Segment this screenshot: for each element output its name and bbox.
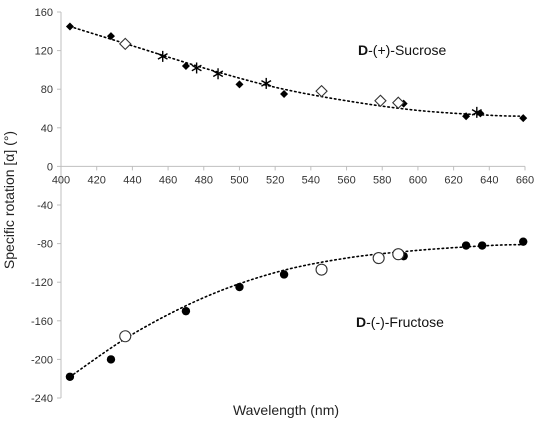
y-tick-label: -200 <box>31 354 53 366</box>
y-tick-label: -240 <box>31 393 53 405</box>
y-tick-label: 120 <box>35 46 53 58</box>
asterisk-stroke <box>212 70 224 78</box>
point-filled-circle <box>106 355 116 364</box>
point-open-diamond <box>374 94 387 108</box>
point-filled-diamond <box>106 32 115 41</box>
trendline-sucrose <box>69 25 526 118</box>
point-asterisk <box>212 68 224 80</box>
fructose-label: D-(-)-Fructose <box>356 314 444 330</box>
sucrose-label-text: -(+)-Sucrose <box>368 42 446 58</box>
x-tick-label: 560 <box>337 174 355 186</box>
x-tick-label: 500 <box>230 174 248 186</box>
point-filled-circle <box>279 270 289 279</box>
point-open-circle <box>315 263 328 276</box>
trendlines <box>69 25 526 378</box>
point-open-circle <box>119 330 132 343</box>
x-tick-label: 420 <box>88 174 106 186</box>
x-tick-label: 520 <box>266 174 284 186</box>
point-open-diamond <box>315 84 328 98</box>
x-tick-label: 460 <box>159 174 177 186</box>
point-filled-circle <box>65 372 75 381</box>
chart-text: Wavelength (nm) Specific rotation [α] (°… <box>1 42 447 418</box>
y-axis-title: Specific rotation [α] (°) <box>1 131 17 269</box>
fructose-label-prefix: D <box>356 314 366 330</box>
y-tick-label: 0 <box>47 161 53 173</box>
x-axis-title: Wavelength (nm) <box>233 402 339 418</box>
x-tick-label: 540 <box>302 174 320 186</box>
x-tick-label: 480 <box>195 174 213 186</box>
point-filled-diamond <box>519 114 528 123</box>
point-filled-circle <box>181 306 191 316</box>
sucrose-label: D-(+)-Sucrose <box>358 42 447 58</box>
point-open-circle <box>372 252 385 265</box>
y-tick-label: -80 <box>37 239 53 251</box>
point-filled-diamond <box>181 62 190 71</box>
point-filled-diamond <box>462 112 471 121</box>
y-tick-label: -160 <box>31 316 53 328</box>
point-filled-diamond <box>235 80 244 89</box>
point-open-diamond <box>392 96 405 109</box>
asterisk-stroke <box>191 64 202 72</box>
x-tick-label: 660 <box>516 174 534 186</box>
x-tick-label: 640 <box>480 174 498 186</box>
point-filled-circle <box>461 241 471 250</box>
point-filled-diamond <box>65 22 74 31</box>
sucrose-label-prefix: D <box>358 42 368 58</box>
y-tick-label: 160 <box>35 7 53 19</box>
x-tick-label: 620 <box>444 174 462 186</box>
point-filled-diamond <box>280 90 289 99</box>
y-tick-label: 80 <box>41 84 53 96</box>
data-points <box>65 22 528 381</box>
x-tick-label: 400 <box>52 174 70 186</box>
x-tick-label: 600 <box>409 174 427 186</box>
asterisk-stroke <box>471 109 482 116</box>
point-asterisk <box>191 62 202 74</box>
trendline-fructose <box>69 243 526 378</box>
y-tick-label: 40 <box>41 123 53 135</box>
point-asterisk <box>157 50 168 62</box>
fructose-label-text: -(-)-Fructose <box>366 314 444 330</box>
point-open-diamond <box>118 37 132 51</box>
point-asterisk <box>261 77 272 89</box>
y-tick-label: -120 <box>31 277 53 289</box>
point-asterisk <box>471 106 482 118</box>
asterisk-stroke <box>261 80 272 87</box>
point-filled-circle <box>477 241 487 250</box>
asterisk-stroke <box>157 53 168 60</box>
x-tick-label: 440 <box>123 174 141 186</box>
y-tick-label: -40 <box>37 200 53 212</box>
point-open-circle <box>392 248 405 261</box>
x-tick-label: 580 <box>373 174 391 186</box>
point-filled-circle <box>235 282 244 292</box>
point-filled-circle <box>519 237 528 246</box>
